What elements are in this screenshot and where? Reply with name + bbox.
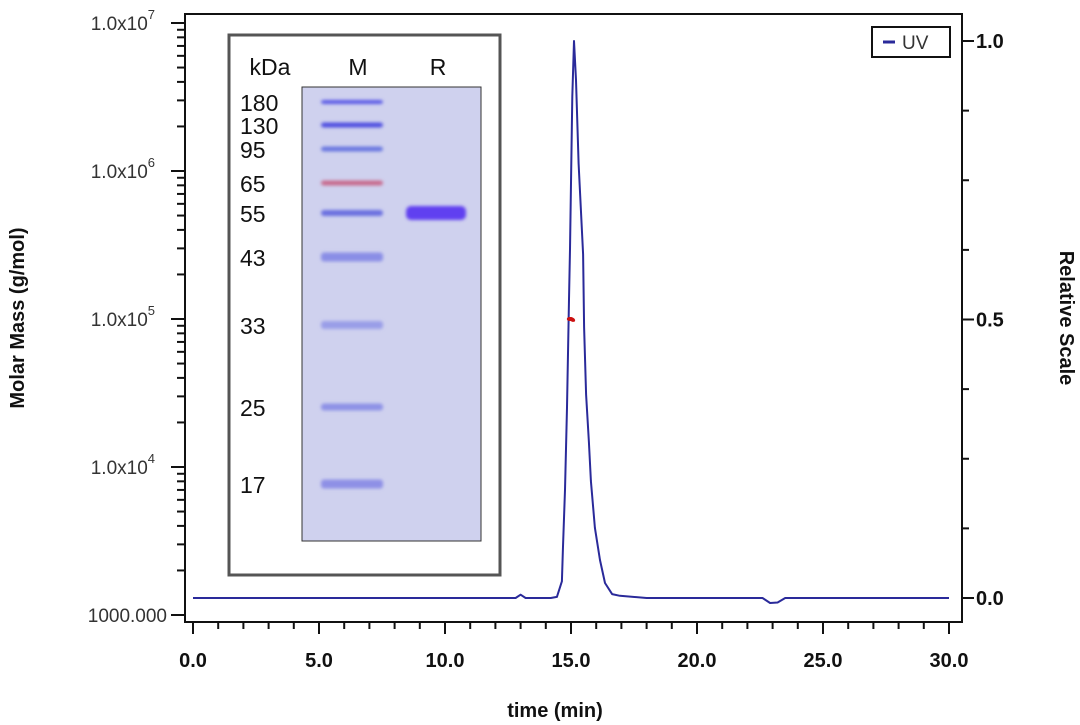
- marker-band-43: [321, 252, 383, 262]
- y-left-tick-label: 1.0x105: [91, 303, 155, 331]
- lane-label-m: M: [348, 54, 367, 80]
- marker-label-95: 95: [240, 137, 266, 163]
- marker-band-95: [321, 146, 383, 152]
- y-left-tick-base: 1.0x10: [91, 458, 148, 479]
- x-tick-label: 15.0: [552, 650, 591, 672]
- y-left-tick-label: 1.0x106: [91, 155, 155, 183]
- lane-label-r: R: [430, 54, 447, 80]
- marker-label-130: 130: [240, 113, 278, 139]
- x-tick-label: 25.0: [804, 650, 843, 672]
- gel-units-label: kDa: [250, 54, 291, 80]
- marker-label-17: 17: [240, 472, 266, 498]
- y-axis-label-right: Relative Scale: [1055, 251, 1077, 386]
- marker-label-65: 65: [240, 171, 266, 197]
- marker-band-17: [321, 479, 383, 489]
- y-right-tick-label: 0.5: [976, 310, 1004, 332]
- marker-label-180: 180: [240, 90, 278, 116]
- marker-band-25: [321, 403, 383, 411]
- marker-label-25: 25: [240, 395, 266, 421]
- y-left-tick-exponent: 5: [148, 303, 155, 318]
- marker-band-65: [321, 180, 383, 186]
- y-left-tick-label: 1.0x107: [91, 7, 155, 35]
- legend: UV: [871, 26, 951, 58]
- y-right-tick-label: 0.0: [976, 588, 1004, 610]
- marker-band-180: [321, 100, 383, 104]
- axes: 0.0 5.0 10.0 15.0 20.0 25.0 30.01.0x1071.0x106…: [88, 7, 1004, 672]
- marker-band-55: [321, 210, 383, 216]
- marker-band-130: [321, 122, 383, 128]
- x-tick-label: 0.0: [179, 650, 207, 672]
- x-axis-label: time (min): [507, 700, 603, 722]
- sample-band: [406, 206, 466, 220]
- marker-label-43: 43: [240, 245, 266, 271]
- marker-label-55: 55: [240, 201, 266, 227]
- y-left-tick-exponent: 7: [148, 7, 155, 22]
- x-tick-label: 20.0: [678, 650, 717, 672]
- y-left-tick-base: 1.0x10: [91, 310, 148, 331]
- y-left-tick-exponent: 4: [148, 451, 155, 466]
- molar-mass-point: [571, 318, 576, 322]
- gel-image: [301, 86, 482, 542]
- series-layer: [193, 40, 949, 604]
- y-left-tick-exponent: 6: [148, 155, 155, 170]
- marker-label-33: 33: [240, 313, 266, 339]
- y-left-tick-base: 1.0x10: [91, 162, 148, 183]
- y-left-tick-label: 1.0x104: [91, 451, 155, 479]
- y-left-tick-base: 1.0x10: [91, 14, 148, 35]
- legend-label-uv: UV: [902, 33, 929, 54]
- y-axis-label-left: Molar Mass (g/mol): [7, 227, 29, 408]
- x-tick-label: 10.0: [426, 650, 465, 672]
- series-line-uv: [193, 40, 949, 604]
- y-right-tick-label: 1.0: [976, 31, 1004, 53]
- y-left-tick-label: 1000.000: [88, 606, 167, 627]
- marker-band-33: [321, 321, 383, 329]
- x-tick-label: 30.0: [930, 650, 969, 672]
- x-tick-label: 5.0: [305, 650, 333, 672]
